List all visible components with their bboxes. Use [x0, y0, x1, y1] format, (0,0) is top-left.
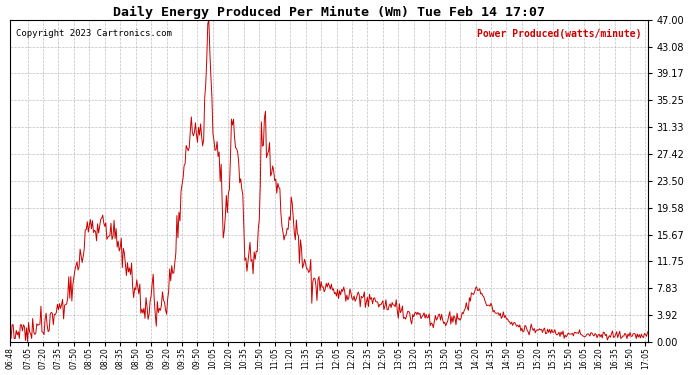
- Text: Copyright 2023 Cartronics.com: Copyright 2023 Cartronics.com: [17, 30, 172, 39]
- Text: Power Produced(watts/minute): Power Produced(watts/minute): [477, 30, 641, 39]
- Title: Daily Energy Produced Per Minute (Wm) Tue Feb 14 17:07: Daily Energy Produced Per Minute (Wm) Tu…: [112, 6, 545, 19]
